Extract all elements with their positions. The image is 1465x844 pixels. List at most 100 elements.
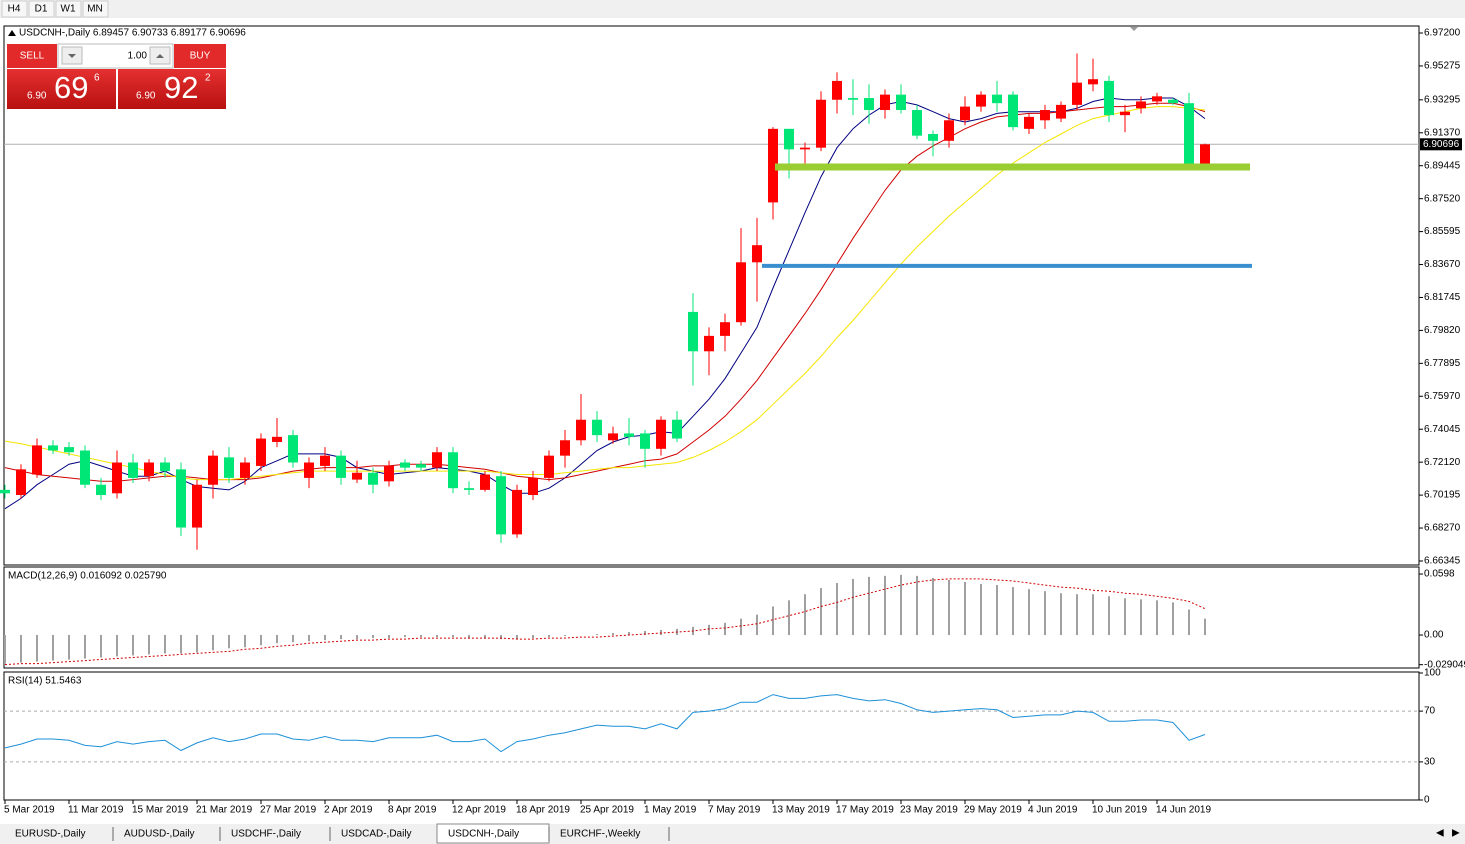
macd-bar <box>500 635 502 640</box>
candle-body <box>1200 144 1210 166</box>
candle-body <box>560 440 570 456</box>
candle-body <box>416 464 426 468</box>
macd-bar <box>340 635 342 640</box>
candle-body <box>112 462 122 494</box>
candle-body <box>944 120 954 141</box>
candle-body <box>352 472 362 480</box>
y-tick-label: 6.81745 <box>1424 292 1461 303</box>
sell-button[interactable] <box>7 44 57 68</box>
candle-body <box>1072 82 1082 105</box>
y-tick-label: 6.97200 <box>1424 28 1461 39</box>
price-label: 6.90696 <box>1423 139 1460 150</box>
collapse-icon[interactable] <box>8 30 16 36</box>
macd-bar <box>1092 594 1094 636</box>
timeframe-button[interactable] <box>1 0 28 18</box>
candle-body <box>496 476 506 535</box>
candle-body <box>1104 80 1114 116</box>
candle-body <box>368 472 378 485</box>
bid-prefix: 6.90 <box>27 91 47 102</box>
tab[interactable]: EURCHF-,Weekly <box>560 829 640 840</box>
candle-body <box>656 419 666 449</box>
candle-body <box>816 99 826 148</box>
shift-marker <box>1130 27 1138 31</box>
buy-button[interactable] <box>174 44 226 68</box>
macd-bar <box>660 629 662 636</box>
x-tick-label: 8 Apr 2019 <box>388 805 437 816</box>
y-tick-label: 30 <box>1424 757 1436 768</box>
candle-body <box>864 98 874 111</box>
macd-bar <box>164 635 166 654</box>
macd-bar <box>1060 593 1062 636</box>
x-tick-label: 4 Jun 2019 <box>1028 805 1078 816</box>
y-tick-label: 6.79820 <box>1424 325 1461 336</box>
tab[interactable]: EURUSD-,Daily <box>15 829 86 840</box>
tab[interactable]: USDCAD-,Daily <box>341 829 412 840</box>
candle-body <box>592 419 602 436</box>
candle-body <box>912 110 922 136</box>
y-tick-label: 70 <box>1424 706 1436 717</box>
candle-body <box>480 474 490 490</box>
candle-body <box>128 462 138 478</box>
macd-bar <box>116 635 118 657</box>
candle-body <box>336 455 346 478</box>
timeframe-button[interactable] <box>82 0 109 18</box>
ask-big: 92 <box>164 70 198 105</box>
x-tick-label: 14 Jun 2019 <box>1156 805 1211 816</box>
x-tick-label: 7 May 2019 <box>708 805 761 816</box>
y-tick-label: 6.83670 <box>1424 259 1461 270</box>
signal-line <box>4 578 1206 666</box>
tab[interactable]: USDCNH-,Daily <box>448 829 519 840</box>
x-tick-label: 10 Jun 2019 <box>1092 805 1147 816</box>
candle-body <box>32 445 42 475</box>
macd-bar <box>548 635 550 638</box>
macd-bar <box>932 577 934 636</box>
candle-body <box>256 438 266 466</box>
toolbar <box>0 0 1465 18</box>
candle-body <box>576 419 586 441</box>
candle-body <box>976 94 986 107</box>
macd-bar <box>916 575 918 636</box>
candle-body <box>880 94 890 111</box>
tab[interactable]: USDCHF-,Daily <box>231 829 301 840</box>
y-tick-label: 6.87520 <box>1424 193 1461 204</box>
candle-body <box>768 128 778 203</box>
macd-bar <box>884 575 886 636</box>
macd-bar <box>388 635 390 639</box>
macd-bar <box>180 635 182 654</box>
y-tick-label: 6.85595 <box>1424 226 1461 237</box>
down-arrow <box>68 54 76 58</box>
candle-body <box>848 98 858 100</box>
macd-bar <box>1172 602 1174 636</box>
timeframe-button[interactable] <box>28 0 55 18</box>
bid-box[interactable] <box>7 69 116 109</box>
candle-body <box>1040 110 1050 121</box>
macd-panel <box>3 566 1420 669</box>
timeframe-label: MN <box>87 4 103 15</box>
candle-body <box>784 128 794 150</box>
macd-bar <box>516 635 518 640</box>
candle-body <box>1184 103 1194 167</box>
timeframe-button[interactable] <box>55 0 82 18</box>
candle-body <box>512 489 522 535</box>
macd-bar <box>852 578 854 636</box>
macd-bar <box>100 635 102 658</box>
candle-body <box>624 433 634 437</box>
macd-bar <box>36 635 38 662</box>
candle-body <box>240 462 250 478</box>
candle-body <box>1008 94 1018 128</box>
macd-bar <box>148 635 150 655</box>
candle-body <box>272 436 282 442</box>
macd-bar <box>196 635 198 653</box>
macd-bar <box>404 635 406 638</box>
x-tick-label: 13 May 2019 <box>772 805 830 816</box>
macd-bar <box>788 600 790 636</box>
tab-scroll-right[interactable]: ▶ <box>1452 828 1460 839</box>
y-tick-label: 6.72120 <box>1424 457 1461 468</box>
candle-body <box>1088 79 1098 85</box>
y-tick-label: 0.00 <box>1424 630 1444 641</box>
ask-box[interactable] <box>118 69 226 109</box>
tab-scroll-left[interactable]: ◀ <box>1436 828 1444 839</box>
macd-bar <box>212 635 214 651</box>
tab[interactable]: AUDUSD-,Daily <box>124 829 195 840</box>
